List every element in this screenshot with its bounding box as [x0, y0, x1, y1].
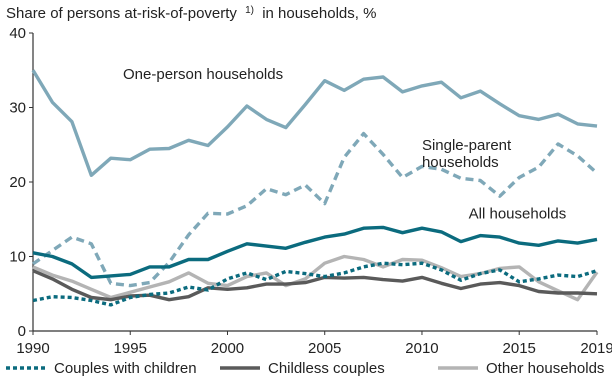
x-tick-label: 2010 — [405, 340, 438, 357]
series-line-childless — [32, 269, 598, 302]
y-tick-label: 10 — [9, 249, 26, 266]
x-tick-label: 2000 — [211, 340, 244, 357]
y-tick-label: 40 — [9, 25, 26, 42]
annotation-single-parent: Single-parent households — [422, 137, 512, 171]
series-layer — [31, 69, 599, 307]
legend-label: Other households — [486, 360, 604, 377]
series-line-one-person — [31, 69, 598, 178]
x-tick-label: 2005 — [308, 340, 341, 357]
legend-item-childless: Childless couples — [220, 360, 385, 377]
series-line-single-parent — [32, 131, 599, 288]
x-tick-label: 2015 — [503, 340, 536, 357]
legend-label: Couples with children — [54, 360, 197, 377]
chart-title-suffix: in households, % — [262, 5, 376, 22]
legend: Couples with children Childless couples Ot… — [6, 360, 604, 377]
annotations: One-person households Single-parent househ… — [123, 66, 566, 222]
chart-title: Share of persons at-risk-of-poverty 1) i… — [6, 0, 376, 22]
y-tick-label: 20 — [9, 174, 26, 191]
x-tick-label: 1990 — [16, 340, 49, 357]
x-tick-label: 2019 — [580, 340, 612, 357]
annotation-all: All households — [469, 206, 567, 223]
legend-label: Childless couples — [268, 360, 385, 377]
chart-title-main: Share of persons at-risk-of-poverty — [6, 5, 237, 22]
series-line-all — [32, 225, 598, 280]
chart-title-footnote: 1) — [245, 5, 254, 16]
legend-item-other: Other households — [438, 360, 604, 377]
annotation-one-person: One-person households — [123, 66, 283, 83]
y-tick-label: 0 — [18, 323, 26, 340]
y-tick-label: 30 — [9, 100, 26, 117]
axes: 0 10 20 30 40 1990 1995 2000 2005 2010 2015 2019 — [9, 25, 612, 357]
series-line-other — [32, 254, 599, 302]
legend-item-couples-children: Couples with children — [6, 360, 197, 377]
x-tick-label: 1995 — [114, 340, 147, 357]
